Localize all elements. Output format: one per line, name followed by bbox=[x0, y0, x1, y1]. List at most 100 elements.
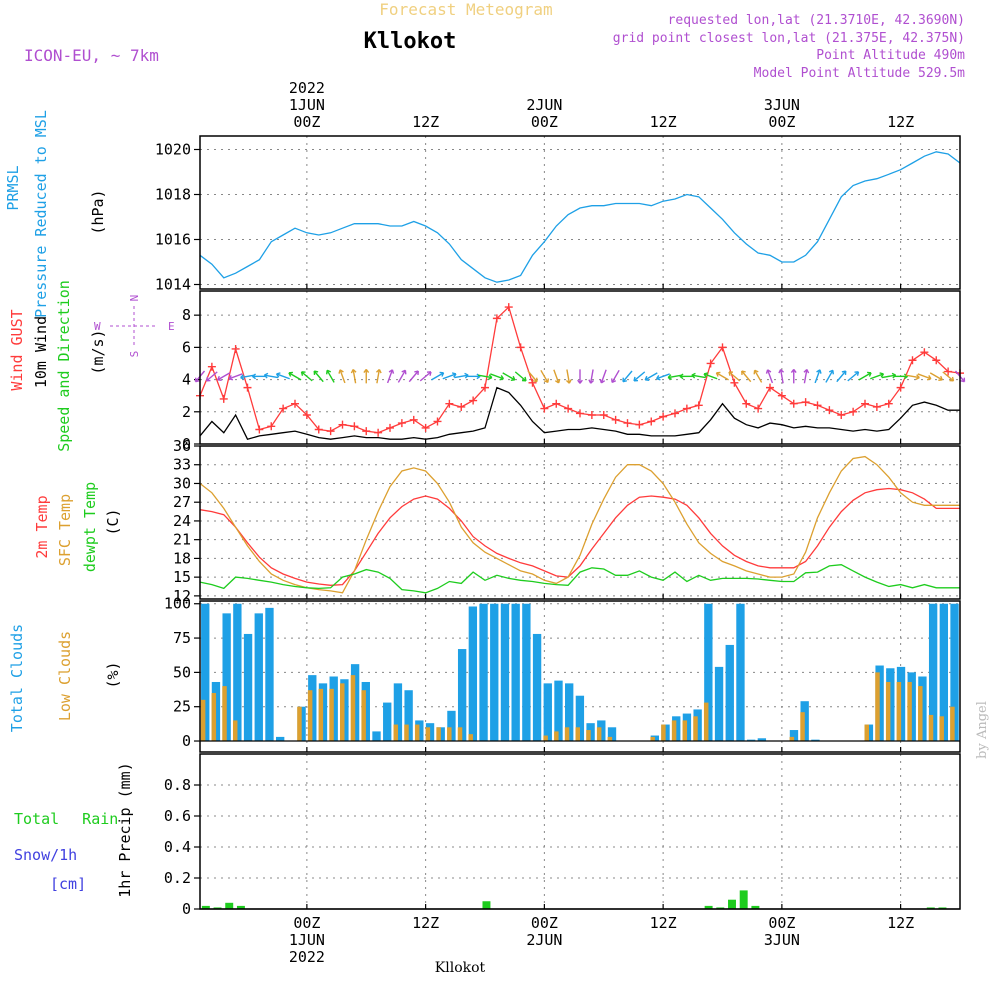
wind-arrow-head bbox=[915, 374, 920, 380]
requested-coords: requested lon,lat (21.3710E, 42.3690N) bbox=[668, 13, 965, 28]
bar bbox=[746, 739, 756, 742]
y-tick-label: 27 bbox=[173, 493, 191, 511]
gust-marker bbox=[469, 396, 478, 405]
wind-arrow-head bbox=[728, 371, 734, 376]
gust-marker bbox=[920, 348, 929, 357]
wind-arrow-head bbox=[240, 374, 245, 380]
y-tick-label: 18 bbox=[173, 549, 191, 567]
bar bbox=[425, 727, 431, 742]
bar bbox=[393, 683, 403, 742]
bar bbox=[243, 633, 253, 742]
bar bbox=[201, 905, 210, 909]
bar bbox=[307, 690, 313, 742]
bar bbox=[950, 706, 955, 742]
bar bbox=[318, 688, 324, 742]
top-time-label: 00Z bbox=[768, 113, 795, 131]
wind-arrow-head bbox=[565, 379, 572, 384]
wind-arrow-head bbox=[715, 371, 721, 377]
wind-arrow-head bbox=[644, 375, 650, 381]
bar bbox=[468, 606, 478, 742]
y-tick-label: 8 bbox=[182, 306, 191, 324]
series-line bbox=[199, 564, 960, 594]
y-axis-label: 2m Temp bbox=[33, 495, 51, 558]
wind-arrow-head bbox=[554, 378, 561, 384]
precip-legend-label: Total Rain bbox=[14, 810, 118, 828]
gust-marker bbox=[374, 428, 383, 437]
bar bbox=[811, 739, 820, 742]
wind-arrow-head bbox=[194, 377, 200, 383]
bar bbox=[447, 727, 452, 742]
bar bbox=[800, 712, 805, 742]
wind-arrow bbox=[240, 374, 255, 379]
wind-arrow bbox=[352, 369, 357, 384]
gust-marker bbox=[671, 409, 679, 418]
wind-arrow bbox=[741, 370, 752, 383]
bar bbox=[671, 720, 677, 742]
gust-marker bbox=[457, 402, 466, 411]
wind-arrow-head bbox=[300, 371, 306, 376]
bar bbox=[511, 603, 520, 742]
wind-arrow bbox=[313, 370, 324, 383]
wind-arrow bbox=[301, 371, 313, 382]
gust-marker bbox=[706, 359, 715, 368]
top-time-label: 2JUN bbox=[526, 96, 562, 114]
bar bbox=[447, 710, 456, 742]
gust-marker bbox=[837, 411, 846, 420]
bar bbox=[586, 730, 591, 742]
bar bbox=[522, 603, 531, 742]
y-tick-label: 50 bbox=[173, 663, 191, 681]
wind-arrow-head bbox=[960, 377, 966, 383]
wind-arrow-head bbox=[611, 378, 617, 384]
y-axis-label: Wind GUST bbox=[8, 309, 26, 390]
wind-arrow bbox=[276, 373, 290, 380]
wind-arrow bbox=[754, 369, 763, 383]
bar bbox=[682, 720, 688, 742]
wind-arrow-head bbox=[499, 375, 505, 381]
wind-arrow-head bbox=[217, 375, 222, 381]
wind-arrow-head bbox=[388, 369, 395, 374]
wind-arrow-head bbox=[867, 371, 872, 377]
y-tick-label: 2 bbox=[182, 403, 191, 421]
wind-arrow bbox=[766, 369, 774, 384]
panel-4: 0 25 50 75 100 Total Clouds Low Clouds (%) bbox=[8, 595, 961, 753]
chart-subtitle: Forecast Meteogram bbox=[379, 0, 552, 19]
gust-marker bbox=[718, 343, 727, 352]
credit-watermark: by Angel bbox=[975, 701, 990, 759]
bar bbox=[739, 890, 748, 909]
bar bbox=[728, 899, 736, 909]
wind-arrow bbox=[454, 374, 469, 379]
bar bbox=[211, 692, 217, 742]
gust-marker bbox=[813, 401, 822, 410]
bar bbox=[482, 901, 491, 909]
wind-arrow-head bbox=[691, 372, 696, 379]
wind-arrow-head bbox=[414, 370, 419, 376]
y-axis-label: Total Clouds bbox=[8, 624, 26, 732]
wind-arrow-head bbox=[326, 369, 332, 375]
series-line bbox=[199, 487, 960, 586]
wind-arrow-head bbox=[667, 374, 673, 380]
wind-arrow bbox=[376, 369, 381, 384]
gust-marker bbox=[350, 422, 359, 431]
chart-title: Kllokot bbox=[364, 29, 457, 54]
bar bbox=[201, 603, 210, 742]
bar bbox=[607, 727, 617, 742]
bar bbox=[896, 681, 902, 742]
bar bbox=[222, 686, 227, 742]
wind-arrow bbox=[716, 372, 729, 381]
gust-marker bbox=[944, 367, 953, 376]
wind-arrow bbox=[397, 369, 406, 383]
gust-marker bbox=[326, 427, 335, 436]
gust-marker bbox=[742, 399, 751, 408]
bottom-time-label: 00Z bbox=[531, 914, 558, 932]
bar bbox=[564, 727, 570, 742]
bar bbox=[736, 603, 745, 742]
wind-arrow-head bbox=[401, 369, 407, 375]
bar bbox=[939, 716, 944, 742]
bar bbox=[693, 716, 698, 742]
point-altitude: Point Altitude 490m bbox=[816, 48, 965, 63]
bar bbox=[200, 699, 206, 742]
wind-arrow-head bbox=[765, 369, 772, 374]
model-altitude: Model Point Altitude 529.5m bbox=[754, 66, 965, 81]
gust-marker bbox=[231, 344, 240, 353]
wind-arrow bbox=[527, 370, 538, 383]
